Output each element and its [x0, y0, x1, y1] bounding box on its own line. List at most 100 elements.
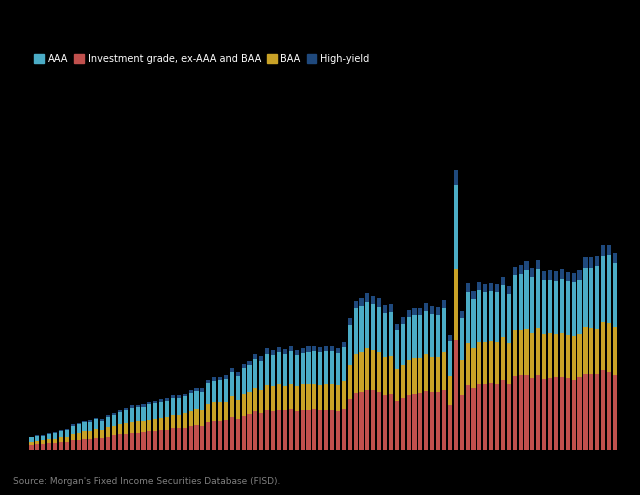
Bar — [601, 322, 605, 370]
Bar — [230, 396, 234, 417]
Bar — [318, 410, 323, 450]
Bar — [324, 385, 328, 410]
Bar — [118, 410, 122, 412]
Bar — [595, 256, 599, 266]
Bar — [572, 380, 576, 450]
Bar — [448, 405, 452, 450]
Bar — [412, 308, 417, 315]
Bar — [577, 334, 582, 377]
Bar — [41, 444, 45, 450]
Bar — [548, 333, 552, 378]
Bar — [501, 380, 505, 450]
Bar — [377, 307, 381, 352]
Bar — [294, 411, 299, 450]
Bar — [253, 354, 257, 359]
Bar — [171, 397, 175, 415]
Bar — [465, 284, 470, 292]
Bar — [136, 405, 140, 407]
Bar — [112, 412, 116, 414]
Bar — [472, 299, 476, 348]
Bar — [524, 270, 529, 329]
Bar — [230, 417, 234, 450]
Bar — [330, 384, 334, 409]
Bar — [524, 329, 529, 375]
Bar — [584, 374, 588, 450]
Bar — [595, 329, 599, 374]
Bar — [548, 270, 552, 280]
Bar — [495, 343, 499, 384]
Bar — [141, 432, 145, 450]
Bar — [159, 402, 163, 418]
Bar — [454, 269, 458, 340]
Bar — [395, 369, 399, 401]
Bar — [182, 396, 187, 413]
Bar — [454, 340, 458, 450]
Bar — [348, 399, 352, 450]
Bar — [41, 441, 45, 444]
Bar — [77, 440, 81, 450]
Bar — [542, 334, 547, 379]
Bar — [554, 334, 558, 377]
Bar — [572, 337, 576, 380]
Bar — [507, 287, 511, 294]
Bar — [106, 415, 110, 417]
Bar — [94, 418, 99, 419]
Bar — [566, 378, 570, 450]
Bar — [383, 357, 387, 395]
Bar — [277, 410, 281, 450]
Bar — [218, 377, 222, 380]
Bar — [153, 431, 157, 450]
Bar — [195, 409, 198, 425]
Bar — [165, 430, 169, 450]
Bar — [412, 358, 417, 394]
Bar — [365, 302, 369, 348]
Bar — [377, 298, 381, 307]
Bar — [442, 308, 446, 352]
Bar — [607, 323, 611, 372]
Bar — [47, 439, 51, 444]
Bar — [259, 412, 264, 450]
Bar — [472, 291, 476, 299]
Bar — [224, 375, 228, 379]
Bar — [283, 410, 287, 450]
Bar — [206, 422, 211, 450]
Bar — [165, 401, 169, 417]
Bar — [294, 386, 299, 411]
Bar — [348, 365, 352, 399]
Bar — [548, 280, 552, 333]
Bar — [477, 282, 481, 291]
Bar — [419, 358, 422, 393]
Bar — [35, 444, 40, 450]
Bar — [312, 346, 316, 351]
Bar — [289, 346, 293, 351]
Bar — [195, 425, 198, 450]
Bar — [271, 350, 275, 355]
Bar — [383, 305, 387, 313]
Bar — [171, 415, 175, 429]
Bar — [159, 431, 163, 450]
Bar — [259, 361, 264, 390]
Bar — [566, 272, 570, 281]
Bar — [112, 436, 116, 450]
Bar — [501, 337, 505, 380]
Bar — [477, 384, 481, 450]
Bar — [182, 413, 187, 428]
Bar — [124, 423, 128, 434]
Bar — [29, 437, 33, 442]
Bar — [601, 256, 605, 322]
Bar — [584, 327, 588, 374]
Bar — [259, 356, 264, 361]
Bar — [83, 431, 86, 439]
Bar — [542, 379, 547, 450]
Bar — [483, 343, 487, 384]
Bar — [153, 400, 157, 403]
Bar — [230, 372, 234, 396]
Bar — [124, 410, 128, 423]
Bar — [465, 343, 470, 385]
Bar — [513, 376, 516, 450]
Bar — [130, 433, 134, 450]
Bar — [430, 306, 435, 314]
Bar — [460, 360, 464, 396]
Bar — [518, 265, 523, 274]
Bar — [360, 306, 364, 351]
